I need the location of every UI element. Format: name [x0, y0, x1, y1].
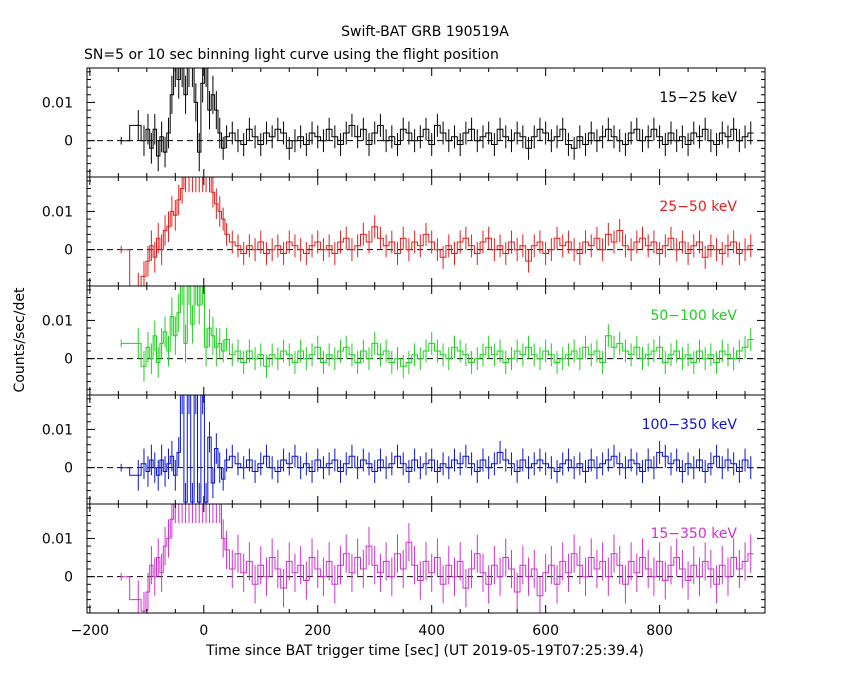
x-tick-label: 200: [304, 623, 331, 639]
panel-1: 0 0.01 15−25 keV: [42, 67, 766, 178]
x-tick-label: 0: [199, 623, 208, 639]
series-5: [120, 504, 754, 613]
series-step-line: [121, 504, 754, 612]
x-tick-label: 400: [418, 623, 445, 639]
series-step-line: [121, 177, 754, 286]
series-step-line: [121, 286, 754, 367]
x-axis-label: Time since BAT trigger time [sec] (UT 20…: [205, 643, 644, 659]
band-label: 15−350 keV: [650, 526, 737, 542]
band-label: 25−50 keV: [659, 199, 737, 215]
band-label: 50−100 keV: [650, 308, 737, 324]
chart-title: Swift-BAT GRB 190519A: [341, 24, 509, 40]
series-step-line: [121, 68, 754, 157]
y-tick-label: 0: [64, 134, 73, 150]
panel-3: 0 0.01 50−100 keV: [42, 285, 766, 396]
panel-4: 0 0.01 100−350 keV: [42, 394, 766, 505]
y-axis-label: Counts/sec/det: [12, 287, 28, 392]
y-tick-label: 0.01: [42, 204, 73, 220]
series-4: [120, 395, 754, 504]
panel-frame: [86, 503, 766, 614]
y-tick-label: 0.01: [42, 422, 73, 438]
band-label: 100−350 keV: [642, 417, 738, 433]
x-tick-label: 800: [646, 623, 673, 639]
band-label: 15−25 keV: [659, 90, 737, 106]
y-tick-label: 0.01: [42, 313, 73, 329]
panel-2: 0 0.01 25−50 keV: [42, 176, 766, 287]
series-3: [120, 286, 754, 382]
x-tick-label: −200: [71, 623, 109, 639]
panel-5: 0 0.01 15−350 keV −200 0 200 400 600 800: [42, 503, 766, 639]
y-tick-label: 0.01: [42, 531, 73, 547]
x-tick-label: 600: [532, 623, 559, 639]
y-tick-label: 0: [64, 570, 73, 586]
y-tick-label: 0: [64, 461, 73, 477]
y-tick-label: 0: [64, 352, 73, 368]
chart-subtitle: SN=5 or 10 sec binning light curve using…: [84, 47, 499, 63]
panels-group: 0 0.01 15−25 keV 0 0.01 25−50 keV 0 0.01 50−100 …: [42, 67, 766, 639]
y-tick-label: 0.01: [42, 95, 73, 111]
series-2: [120, 177, 754, 286]
series-1: [120, 68, 754, 172]
y-tick-label: 0: [64, 243, 73, 259]
